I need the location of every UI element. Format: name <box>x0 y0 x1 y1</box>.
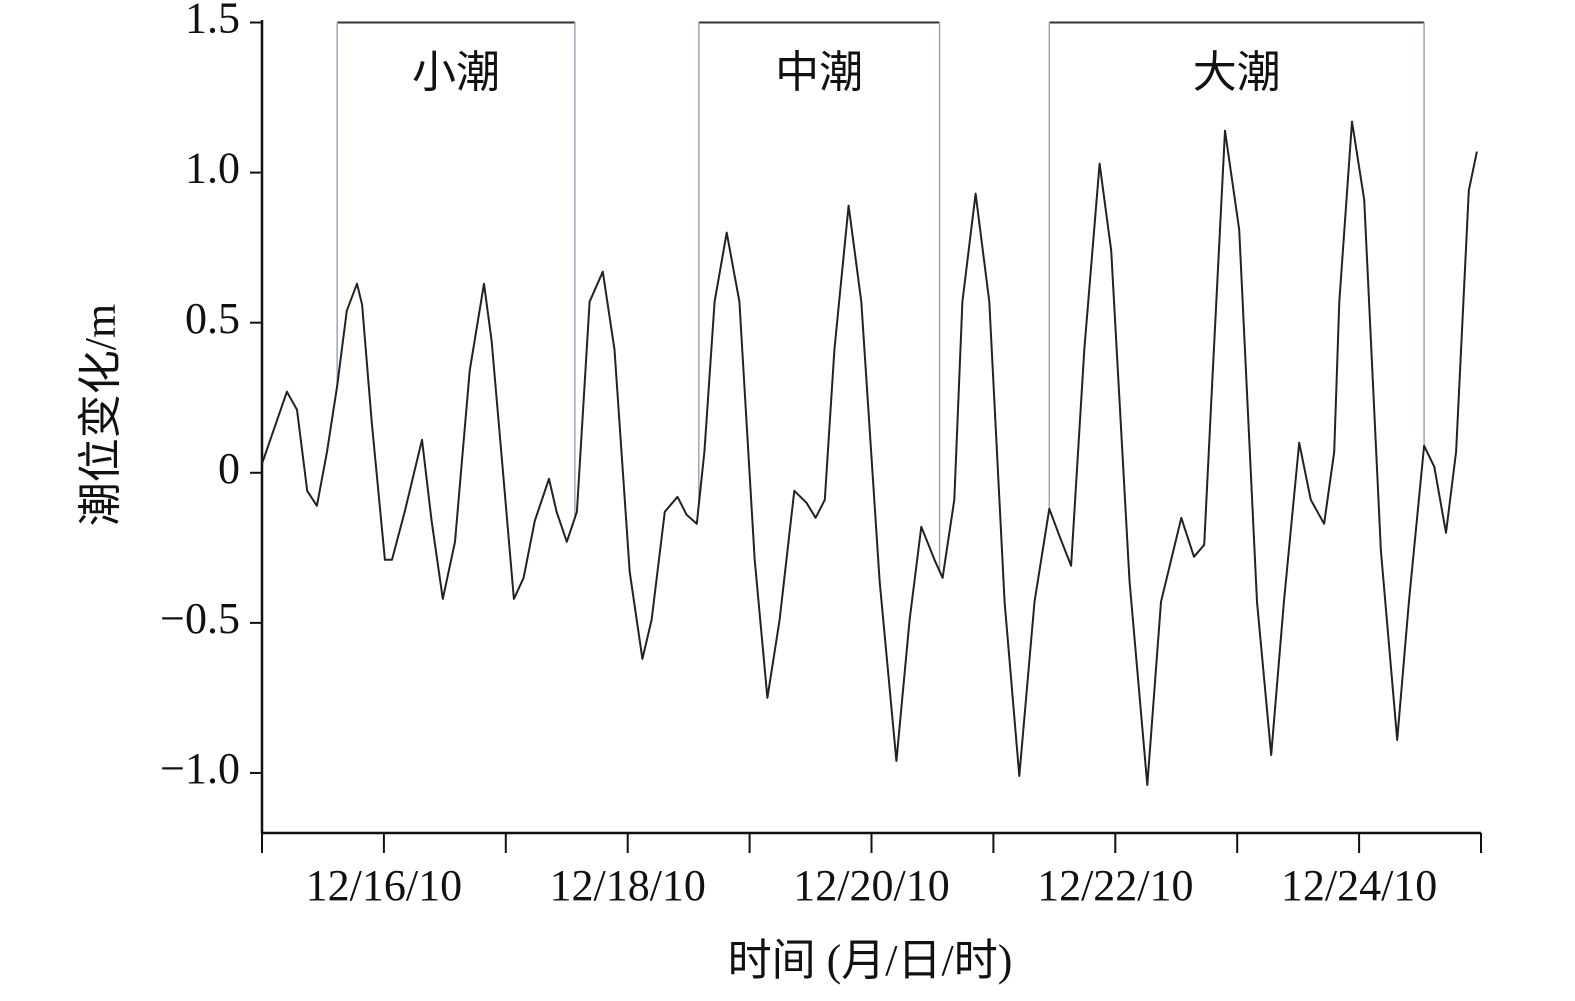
x-tick-label: 12/16/10 <box>306 861 462 910</box>
annotation-label: 小潮 <box>412 48 500 97</box>
y-tick-label: 1.5 <box>185 0 240 43</box>
x-tick-label: 12/20/10 <box>793 861 949 910</box>
y-tick-label: 0.5 <box>185 294 240 343</box>
y-tick-label: 0 <box>218 444 240 493</box>
annotation-label: 中潮 <box>775 48 863 97</box>
y-axis-label: 潮位变化/m <box>76 304 125 526</box>
tide-line <box>261 120 1478 786</box>
y-tick-label: 1.0 <box>185 144 240 193</box>
x-tick-label: 12/22/10 <box>1037 861 1193 910</box>
x-tick-label: 12/24/10 <box>1281 861 1437 910</box>
x-axis-label: 时间 (月/日/时) <box>728 936 1013 985</box>
y-tick-label: −0.5 <box>160 594 240 643</box>
x-tick-label: 12/18/10 <box>549 861 705 910</box>
y-tick-label: −1.0 <box>160 744 240 793</box>
annotation-label: 大潮 <box>1193 48 1281 97</box>
